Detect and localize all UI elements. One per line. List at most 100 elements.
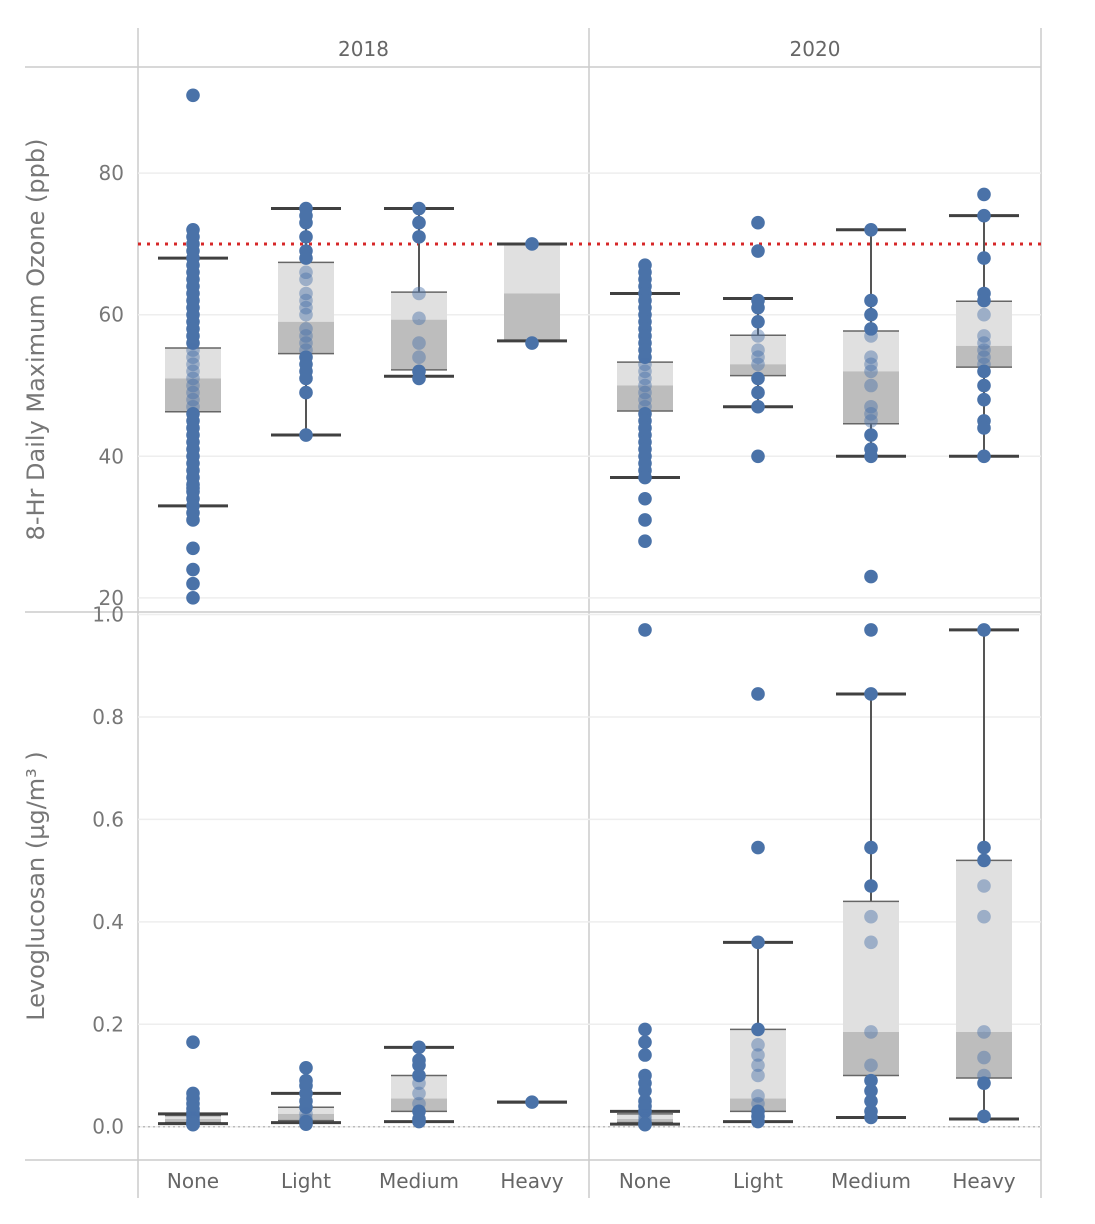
ozone-2020-none-point xyxy=(638,491,652,506)
levoglucosan-2018-medium-point xyxy=(412,1068,426,1083)
ozone-2020-heavy-point xyxy=(977,392,991,407)
ozone-2020-heavy-point xyxy=(977,350,991,364)
ozone-2020-heavy-point xyxy=(977,378,991,393)
levoglucosan-2018-medium-point xyxy=(412,1086,426,1101)
ozone-2018-light-box-lower xyxy=(278,321,334,354)
ozone-2020-heavy-point xyxy=(977,343,991,357)
ozone-2020-medium-point xyxy=(864,407,878,421)
ozone-2018-light-point xyxy=(299,272,313,287)
levoglucosan-tick-label: 0.2 xyxy=(92,1012,124,1036)
ozone-2020-none-point xyxy=(638,385,652,400)
chart-frame xyxy=(25,28,1042,1198)
levoglucosan-2020-heavy-point xyxy=(977,1025,991,1039)
levoglucosan-2020-medium-point xyxy=(864,1094,878,1108)
levoglucosan-2018-light-point xyxy=(299,1061,313,1075)
levoglucosan-2020-light-point xyxy=(751,687,765,701)
ozone-2018-light-point xyxy=(299,385,313,400)
category-label-2018-medium: Medium xyxy=(379,1169,459,1193)
ozone-2018-none-point xyxy=(186,364,200,379)
levoglucosan-2020-heavy-point xyxy=(977,623,991,637)
ozone-2020-light-point xyxy=(751,399,765,414)
ozone-2020-light-point xyxy=(751,357,765,372)
levoglucosan-tick-label: 0.4 xyxy=(92,910,124,934)
ozone-2018-heavy-point xyxy=(525,237,539,251)
ozone-2020-light-point xyxy=(751,385,765,400)
ozone-2018-none-point xyxy=(186,88,200,103)
ozone-2018-none-point xyxy=(186,541,200,556)
ozone-2020-none-point xyxy=(638,392,652,407)
levoglucosan-2020-heavy-point xyxy=(977,879,991,893)
ozone-2020-medium-point xyxy=(864,322,878,336)
ozone-2020-heavy-box-upper xyxy=(956,301,1012,346)
ozone-2020-none-point xyxy=(638,364,652,379)
ozone-2020-medium-box-upper xyxy=(843,331,899,372)
levoglucosan-2018-medium-point xyxy=(412,1040,426,1055)
ozone-2018-light-point xyxy=(299,251,313,265)
levoglucosan-2020-heavy-box-upper xyxy=(956,860,1012,1032)
ozone-2018-none-point xyxy=(186,385,200,400)
category-label-2020-light: Light xyxy=(733,1169,783,1193)
levoglucosan-2020-medium-point xyxy=(864,840,878,855)
levoglucosan-2020-medium-point xyxy=(864,1110,878,1125)
levoglucosan-2020-medium-point xyxy=(864,909,878,924)
ozone-2020-heavy-box-lower xyxy=(956,345,1012,368)
levoglucosan-2020-medium-point xyxy=(864,935,878,950)
levoglucosan-tick-label: 0.6 xyxy=(92,807,124,831)
levoglucosan-2020-heavy-box-lower xyxy=(956,1031,1012,1079)
ozone-2018-medium-point xyxy=(412,371,426,386)
ozone-2018-light-point xyxy=(299,336,313,350)
category-label-2020-heavy: Heavy xyxy=(952,1169,1015,1193)
levoglucosan-2020-heavy-point xyxy=(977,840,991,855)
levoglucosan-tick-label: 0.0 xyxy=(92,1115,124,1139)
ozone-2018-light-point xyxy=(299,265,313,280)
ozone-tick-label: 40 xyxy=(99,444,124,468)
reference-lines xyxy=(138,242,1041,1128)
levoglucosan-2018-medium-point xyxy=(412,1058,426,1073)
levoglucosan-2020-medium-box-lower xyxy=(843,1031,899,1076)
levoglucosan-2020-heavy-point xyxy=(977,853,991,868)
facet-header-2020: 2020 xyxy=(790,37,841,61)
levoglucosan-2018-none-point xyxy=(186,1035,200,1050)
ozone-2020-heavy-point xyxy=(977,364,991,379)
point-layer xyxy=(186,88,991,1132)
levoglucosan-2020-medium-point xyxy=(864,623,878,637)
levoglucosan-2020-medium-box-upper xyxy=(843,901,899,1032)
ozone-2020-medium-point xyxy=(864,428,878,442)
ozone-2020-none-point xyxy=(638,378,652,393)
levoglucosan-2018-light-point xyxy=(299,1117,313,1131)
box-layer xyxy=(158,207,1019,1126)
ozone-2018-heavy-box-upper xyxy=(504,243,560,294)
levoglucosan-2020-heavy-point xyxy=(977,1050,991,1065)
ozone-2020-light-point xyxy=(751,350,765,364)
ozone-tick-label: 20 xyxy=(99,586,124,610)
ozone-2018-none-point xyxy=(186,591,200,605)
levoglucosan-2020-light-point xyxy=(751,840,765,855)
ozone-2020-medium-point xyxy=(864,357,878,372)
levoglucosan-2020-light-point xyxy=(751,1058,765,1073)
category-label-2018-light: Light xyxy=(281,1169,331,1193)
category-label-2018-none: None xyxy=(167,1169,219,1193)
ozone-2018-light-point xyxy=(299,371,313,386)
levoglucosan-2020-none-point xyxy=(638,1048,652,1062)
ozone-2020-heavy-point xyxy=(977,307,991,322)
ozone-2018-none-point xyxy=(186,513,200,527)
facet-header-2018: 2018 xyxy=(338,37,389,61)
ozone-2018-medium-point xyxy=(412,215,426,230)
category-label-2018-heavy: Heavy xyxy=(500,1169,563,1193)
levoglucosan-2020-medium-point xyxy=(864,1025,878,1039)
ozone-2020-light-point xyxy=(751,329,765,343)
ozone-2020-heavy-point xyxy=(977,336,991,350)
levoglucosan-2020-heavy-point xyxy=(977,909,991,924)
ozone-2020-medium-point xyxy=(864,293,878,308)
levoglucosan-2020-none-point xyxy=(638,1104,652,1119)
levoglucosan-2018-light-point xyxy=(299,1100,313,1115)
levoglucosan-2020-light-point xyxy=(751,1048,765,1062)
ozone-2020-heavy-point xyxy=(977,208,991,223)
levoglucosan-2020-light-point xyxy=(751,1022,765,1037)
ozone-2020-none-box-upper xyxy=(617,362,673,386)
levoglucosan-2018-medium-box-upper xyxy=(391,1075,447,1099)
category-label-2020-medium: Medium xyxy=(831,1169,911,1193)
ozone-2020-medium-point xyxy=(864,329,878,343)
ozone-2020-heavy-point xyxy=(977,293,991,308)
